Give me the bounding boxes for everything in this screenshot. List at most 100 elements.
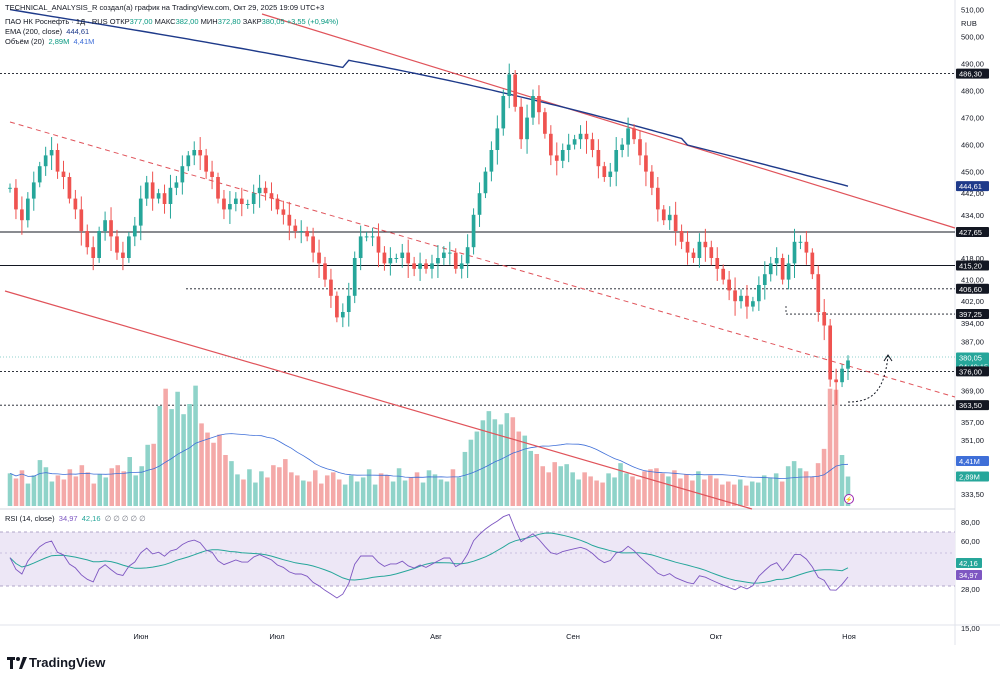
price-tick-label: 480,00 [961, 87, 984, 96]
candle-body [85, 231, 90, 248]
candle-body [275, 198, 280, 210]
change-value: +3,55 (+0,94%) [286, 17, 339, 26]
volume-legend[interactable]: Объём (20) 2,89M 4,41M [5, 37, 94, 46]
rsi-line [9, 513, 849, 599]
volume-bar [737, 479, 743, 506]
svg-text:42,16: 42,16 [959, 559, 978, 568]
ema-200-line[interactable] [9, 8, 849, 187]
volume-bar [85, 472, 91, 506]
candle-body [667, 214, 672, 221]
volume-bar [408, 477, 414, 506]
projection-arrow[interactable] [847, 355, 889, 403]
upper-trendline[interactable] [261, 13, 956, 229]
candle-body [109, 220, 113, 237]
candle-body [477, 193, 482, 215]
horizontal-levels[interactable] [0, 73, 955, 406]
volume-bar [636, 479, 641, 506]
volume-bar [749, 481, 755, 506]
volume-bar [540, 466, 546, 506]
candle-body [483, 171, 488, 194]
svg-text:363,50: 363,50 [959, 401, 982, 410]
price-tick-label: 510,00 [961, 6, 984, 15]
currency-label[interactable]: RUB [961, 19, 977, 28]
candle-body [566, 144, 571, 150]
volume-bar [564, 464, 569, 506]
volume-bar [660, 473, 665, 506]
candle-body [679, 231, 684, 242]
volume-bar [833, 389, 839, 506]
candle-body [222, 198, 226, 210]
candle-body [239, 198, 244, 204]
volume-bar [372, 484, 378, 506]
candle-body [786, 263, 791, 280]
volume-bar [199, 423, 204, 506]
price-tick-label: 460,00 [961, 141, 984, 150]
candle-body [20, 209, 24, 221]
candle-body [31, 182, 36, 199]
candle-body [376, 236, 381, 253]
trendlines[interactable] [4, 13, 956, 510]
candle-body [703, 241, 708, 248]
candle-body [489, 150, 494, 172]
high-label: МАКС [154, 17, 176, 26]
volume-bar [815, 463, 821, 506]
rsi-ma-value: 42,16 [81, 514, 101, 523]
price-chart[interactable]: 510,00 500,00 490,00 480,00 470,00 460,00 450,… [0, 0, 1000, 645]
rsi-tick-label: 15,00 [961, 624, 980, 633]
rsi-legend[interactable]: RSI (14, close) 34,97 42,16 ∅ ∅ ∅ ∅ ∅ [5, 514, 146, 523]
volume-bar [390, 481, 396, 506]
event-marker-icon[interactable] [844, 494, 854, 504]
svg-text:34,97: 34,97 [959, 571, 978, 580]
candle-body [501, 96, 506, 129]
candle-body [418, 263, 422, 269]
candle-body [513, 74, 518, 107]
volume-bar [342, 484, 348, 506]
candle-body [156, 193, 161, 199]
volume-bar [205, 432, 210, 506]
volume-bar [552, 462, 557, 506]
volume-bar [175, 391, 180, 506]
volume-bar [67, 469, 73, 506]
candle-body [311, 236, 315, 253]
volume-bar [157, 406, 162, 506]
candle-body [186, 155, 191, 167]
time-axis[interactable]: Июн Июл Авг Сен Окт Ноя [133, 632, 855, 641]
candle-body [400, 252, 405, 258]
volume-bar [767, 477, 773, 506]
candle-body [810, 252, 815, 275]
volume-bar [773, 473, 779, 506]
volume-bar [301, 480, 306, 506]
candle-body [715, 258, 720, 269]
price-axis[interactable]: 510,00 500,00 490,00 480,00 470,00 460,00 450,… [961, 6, 984, 633]
candle-body [138, 198, 143, 226]
volume-bar [624, 473, 629, 506]
candle-body [768, 263, 773, 275]
symbol-name[interactable]: ПАО НК Роснефть · 1Д · RUS [5, 17, 108, 26]
volume-bar [378, 473, 384, 506]
symbol-legend: ПАО НК Роснефть · 1Д · RUS ОТКР377,00 МА… [5, 17, 338, 26]
volume-bar [97, 474, 103, 506]
brand-name[interactable]: TradingView [29, 655, 106, 670]
volume-bar [414, 472, 420, 506]
candle-body [602, 166, 607, 177]
lower-trendline[interactable] [4, 290, 753, 510]
volume-bar [797, 468, 803, 506]
candle-body [543, 112, 547, 134]
volume-bar [43, 467, 49, 506]
volume-bar [73, 476, 79, 506]
candle-body [816, 274, 821, 312]
volume-bar [486, 411, 492, 506]
volume-label: Объём (20) [5, 37, 45, 46]
price-badges: 486,30 444,61 427,65 415,20 406,60 397,25 380,… [956, 68, 989, 580]
time-tick-label: Сен [566, 632, 580, 641]
mid-trendline[interactable] [9, 121, 956, 398]
volume-bar [163, 388, 168, 506]
ema-legend[interactable]: EMA (200, close) 444,61 [5, 27, 89, 36]
candle-body [459, 263, 464, 269]
volume-bar [265, 477, 270, 506]
candle-body [757, 285, 761, 302]
candle-body [352, 258, 357, 296]
svg-text:406,60: 406,60 [959, 285, 982, 294]
candle-body [91, 247, 96, 258]
volume-bar [528, 450, 534, 506]
